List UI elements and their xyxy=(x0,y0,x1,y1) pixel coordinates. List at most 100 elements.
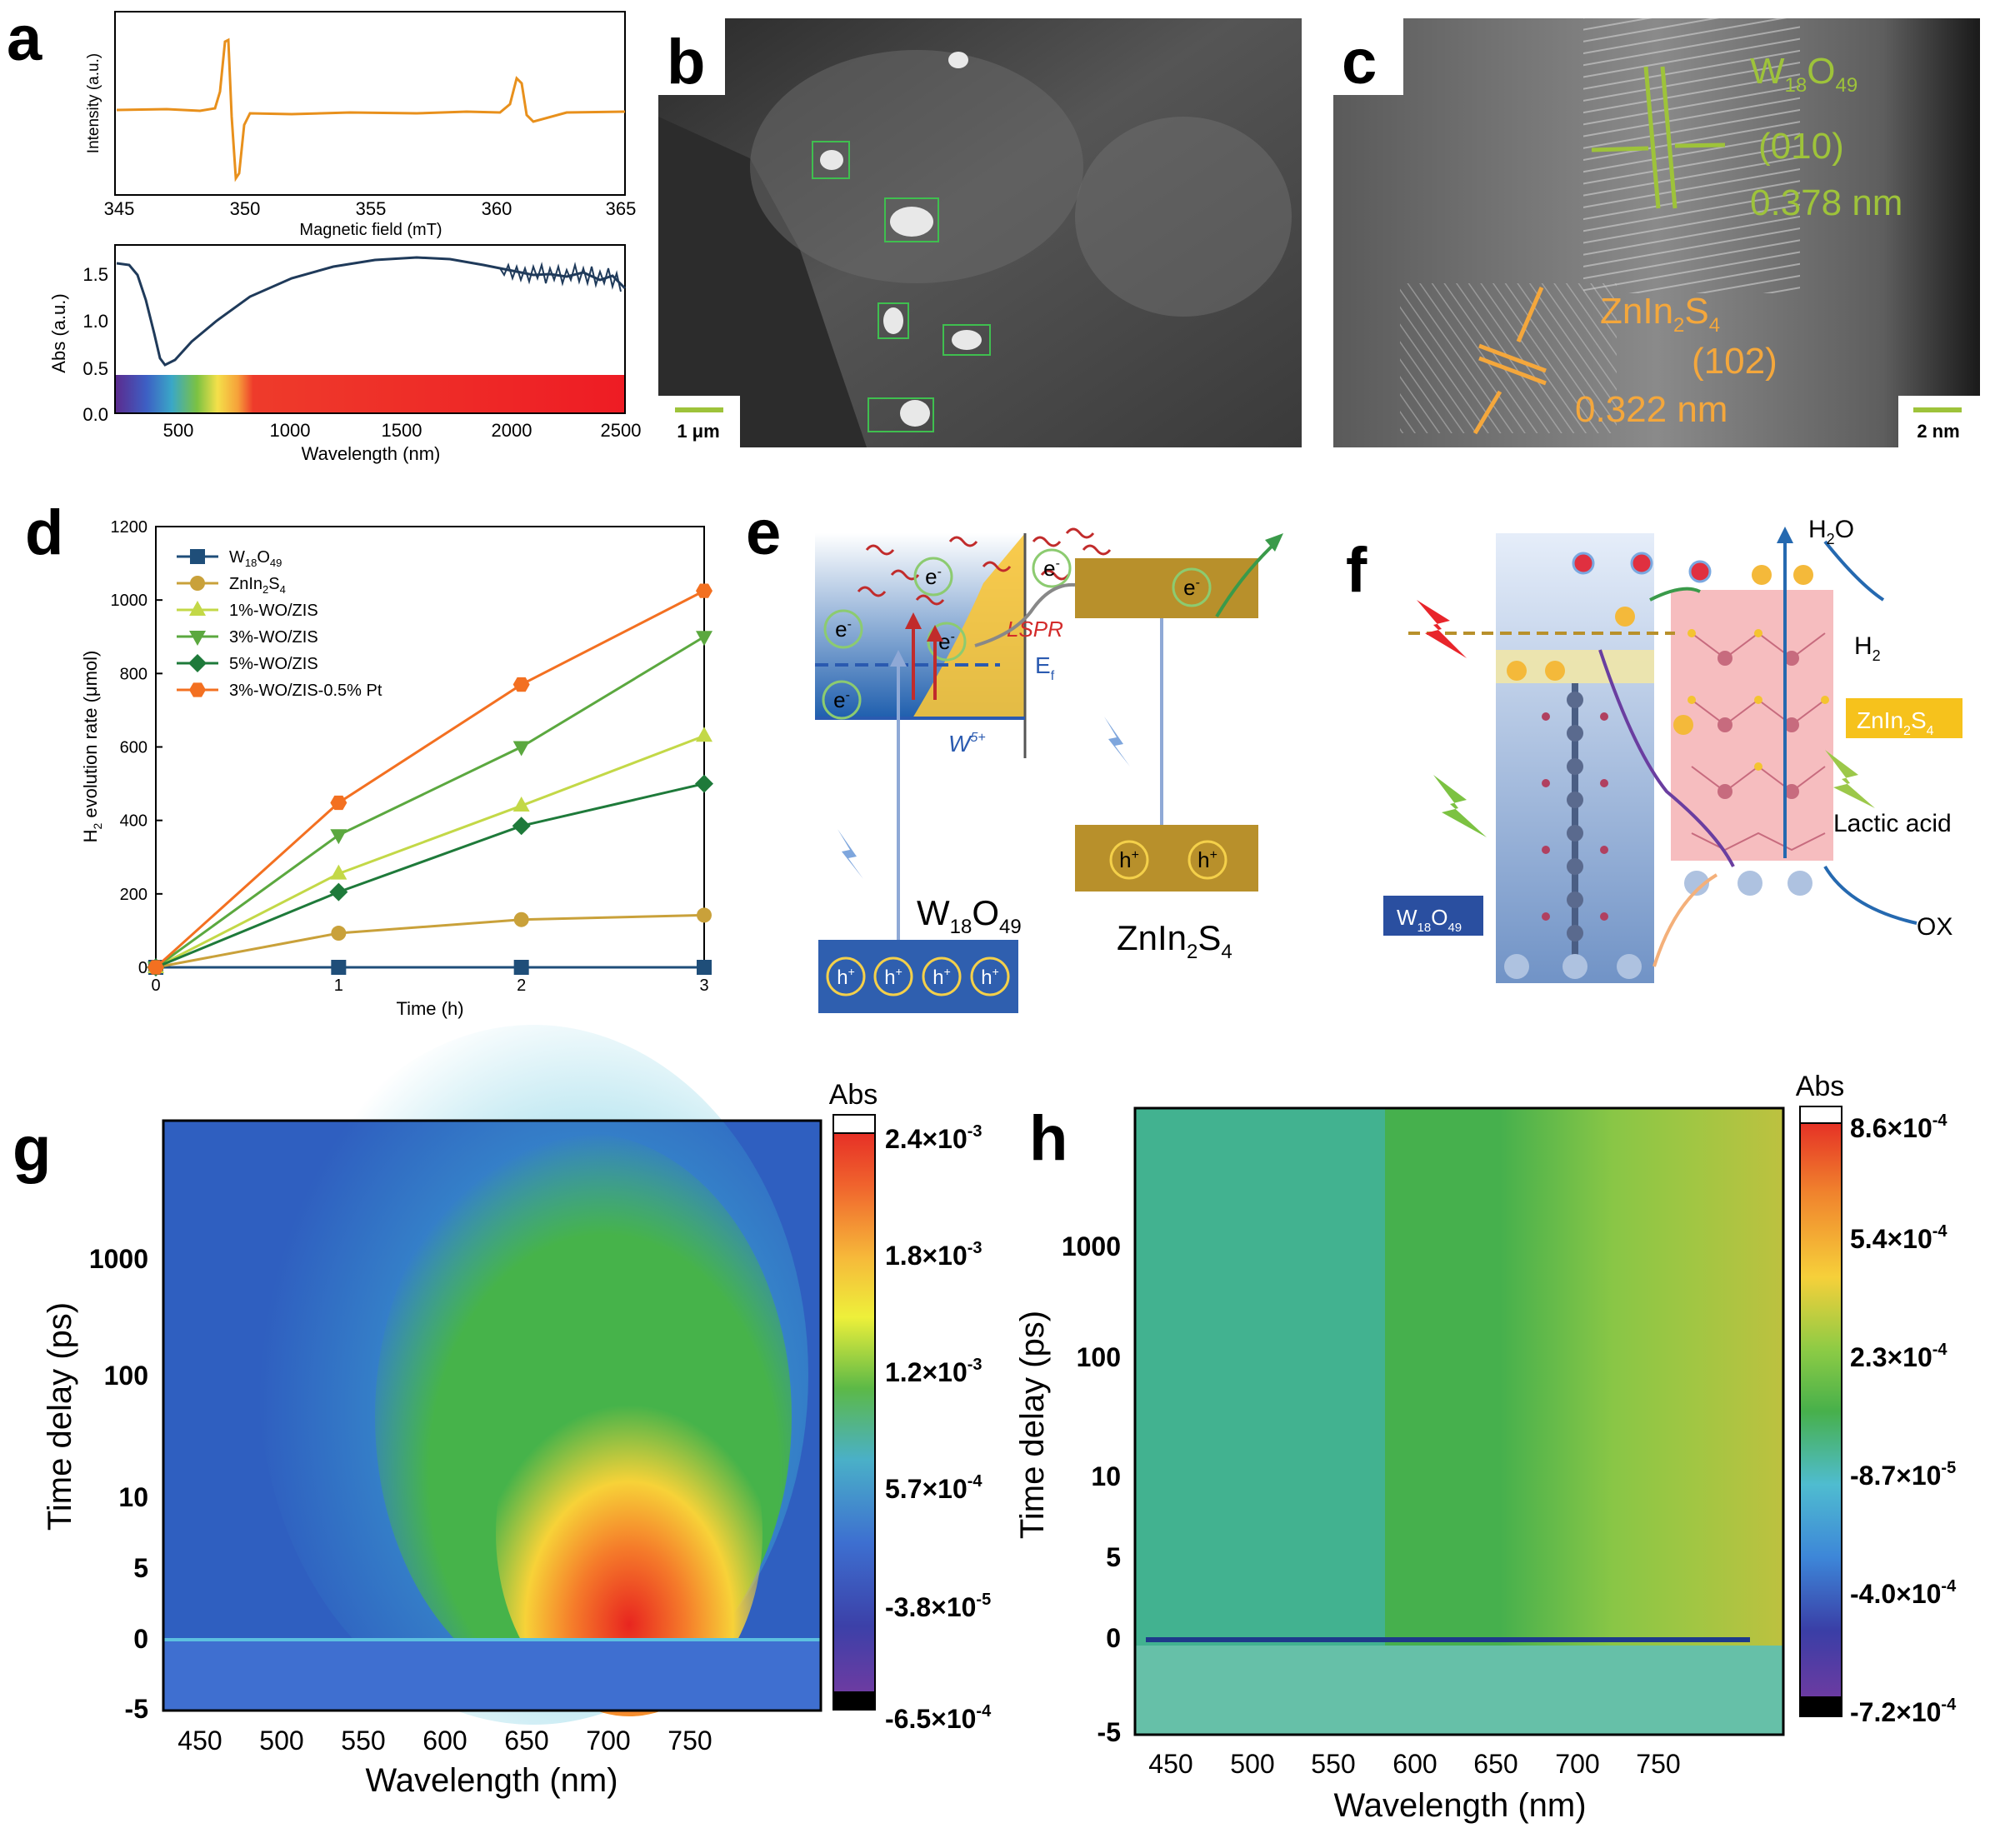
panel-letter-b: b xyxy=(667,27,705,97)
abs-noise-line xyxy=(499,262,622,292)
w5-label: W5+ xyxy=(948,731,986,757)
panel-letter-c: c xyxy=(1342,27,1377,97)
znin2s4-lattice-marker xyxy=(1472,287,1547,435)
g-xlabel: Wavelength (nm) xyxy=(365,1762,618,1799)
xtick: 550 xyxy=(341,1726,385,1756)
xtick: 750 xyxy=(668,1726,712,1756)
light-bolt-icon xyxy=(1433,775,1487,837)
xtick: 650 xyxy=(504,1726,548,1756)
y-tick-label: 400 xyxy=(120,812,148,831)
electron-label: e- xyxy=(1043,556,1060,581)
epr-plot: 345 350 355 360 365 Magnetic field (mT) … xyxy=(85,11,637,239)
xtick: 700 xyxy=(586,1726,630,1756)
map-hot-region xyxy=(496,1350,762,1716)
data-point xyxy=(189,682,206,697)
h-yticks: -5 0 5 10 100 1000 xyxy=(1062,1231,1121,1747)
y-tick-label: 200 xyxy=(120,886,148,904)
znin2s4-holes: h+ h+ xyxy=(1109,840,1228,880)
electron-out-arrowhead xyxy=(1265,533,1283,552)
data-point xyxy=(190,549,205,564)
legend-label: 1%-WO/ZIS xyxy=(229,602,318,620)
ytick: 100 xyxy=(1077,1342,1121,1372)
zis-znin: ZnIn xyxy=(1600,291,1673,332)
data-point xyxy=(512,797,530,812)
data-point xyxy=(695,774,713,793)
abs-ytick: 1.5 xyxy=(82,264,108,285)
legend-label: ZnIn2S4 xyxy=(229,575,286,596)
light-bolt-icon xyxy=(1825,750,1875,808)
svg-text:h+: h+ xyxy=(1198,847,1218,872)
svg-text:-3.8×10-5: -3.8×10-5 xyxy=(885,1591,991,1622)
xtick: 650 xyxy=(1473,1749,1518,1779)
data-point xyxy=(330,829,348,845)
abs-xtick: 2000 xyxy=(492,420,532,441)
epr-xlabel: Magnetic field (mT) xyxy=(299,221,442,239)
znin2s4-label: ZnIn2S4 xyxy=(1117,918,1232,963)
znin2s4-tag xyxy=(1846,698,1962,738)
electron-green-arrow xyxy=(1649,587,1701,602)
sem-highlight-boxes xyxy=(812,141,991,432)
svg-text:5.7×10-4: 5.7×10-4 xyxy=(885,1472,982,1504)
chart-ylabel-sub: 2 xyxy=(91,823,104,830)
epr-xtick: 365 xyxy=(606,198,637,219)
lspr-label: LSPR xyxy=(1007,617,1063,642)
ytick: 1000 xyxy=(89,1244,148,1274)
znin2s4-slab xyxy=(1671,590,1833,861)
electron-label: e- xyxy=(833,687,850,712)
abs-xtick: 500 xyxy=(163,420,194,441)
panel-letter-d: d xyxy=(25,497,63,568)
xtick: 500 xyxy=(1230,1749,1274,1779)
w18o49-w: W xyxy=(1750,51,1785,92)
svg-text:1.8×10-3: 1.8×10-3 xyxy=(885,1239,982,1271)
zis-sub1: 2 xyxy=(1673,314,1684,337)
panel-b: b 1 μm xyxy=(658,18,1302,447)
abs-ytick: 1.0 xyxy=(82,311,108,332)
data-point xyxy=(190,576,205,591)
fermi-label: Ef xyxy=(1035,652,1055,683)
y-tick-label: 1200 xyxy=(111,518,148,537)
series-line xyxy=(155,635,705,969)
znin2s4-conduction-band xyxy=(1075,558,1258,618)
series-line xyxy=(155,734,705,969)
data-point xyxy=(696,631,712,647)
h-ylabel: Time delay (ps) xyxy=(1014,1311,1051,1539)
svg-text:-4.0×10-4: -4.0×10-4 xyxy=(1850,1577,1957,1609)
svg-text:8.6×10-4: 8.6×10-4 xyxy=(1850,1111,1948,1143)
panel-letter-f: f xyxy=(1346,535,1368,606)
transfer-arrow xyxy=(974,582,1076,647)
chart-ylabel-rest: evolution rate (μmol) xyxy=(80,651,101,823)
sem-scale-label: 1 μm xyxy=(677,421,719,442)
svg-text:-7.2×10-4: -7.2×10-4 xyxy=(1850,1696,1957,1727)
svg-text:h+: h+ xyxy=(837,965,855,989)
xtick: 450 xyxy=(178,1726,222,1756)
light-bolt-icon xyxy=(838,829,863,879)
w18o49-d-spacing: 0.378 nm xyxy=(1750,182,1902,223)
abs-frame xyxy=(114,244,626,414)
w18o49-tag xyxy=(1383,896,1483,936)
ytick: 5 xyxy=(1106,1542,1121,1572)
zis-d-spacing: 0.322 nm xyxy=(1575,389,1728,430)
tem-lattice-w18o49 xyxy=(1583,18,1800,293)
w18o49-holes: h+ h+ h+ h+ xyxy=(826,956,1010,996)
abs-ytick: 0.0 xyxy=(82,404,108,425)
series-line xyxy=(155,913,705,969)
ta-map-g xyxy=(162,1025,822,1725)
legend-label: W18O49 xyxy=(229,548,282,569)
x-tick-label: 1 xyxy=(334,976,343,995)
panel-letter-h: h xyxy=(1029,1103,1068,1174)
electron-dots xyxy=(1507,552,1813,735)
data-point xyxy=(188,654,207,672)
lspr-region xyxy=(912,533,1025,718)
arrowhead xyxy=(1777,527,1793,543)
e-electrons: e- e- e- e- e- xyxy=(822,548,1072,720)
zis-s: S xyxy=(1684,291,1708,332)
xtick: 600 xyxy=(422,1726,467,1756)
epr-xtick: 355 xyxy=(356,198,387,219)
y-tick-label: 0 xyxy=(138,959,148,977)
map-frame xyxy=(1133,1106,1785,1736)
data-point xyxy=(696,583,712,598)
xtick: 450 xyxy=(1148,1749,1192,1779)
abs-yticks: 0.0 0.5 1.0 1.5 xyxy=(82,264,108,425)
ytick: 10 xyxy=(118,1482,148,1512)
